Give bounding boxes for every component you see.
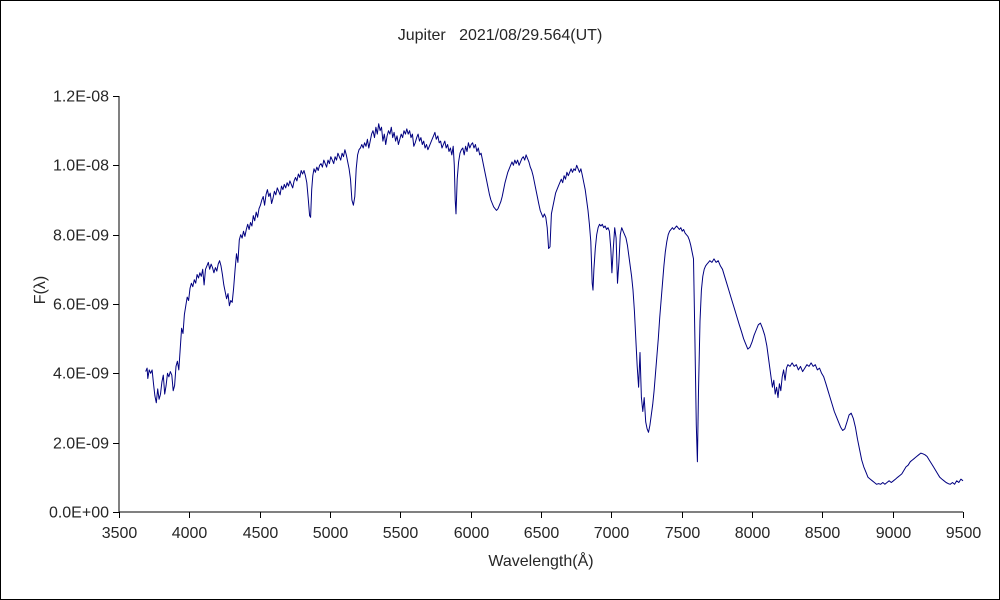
x-tick-label: 9500 — [946, 525, 982, 542]
y-tick-label: 6.0E-09 — [53, 297, 109, 314]
x-tick-label: 5500 — [383, 525, 419, 542]
x-tick-label: 4000 — [172, 525, 208, 542]
chart-title: Jupiter 2021/08/29.564(UT) — [397, 27, 603, 44]
x-tick-label: 6000 — [454, 525, 490, 542]
x-axis-title: Wavelength(Å) — [488, 553, 594, 570]
x-tick-label: 5000 — [313, 525, 349, 542]
x-tick-label: 6500 — [524, 525, 560, 542]
x-tick-label: 9000 — [876, 525, 912, 542]
x-tick-label: 7000 — [594, 525, 630, 542]
spectrum-line — [145, 123, 964, 485]
x-tick-label: 3500 — [102, 525, 138, 542]
y-tick-label: 1.2E-08 — [53, 89, 109, 106]
y-tick-label: 8.0E-09 — [53, 228, 109, 245]
y-tick-label: 2.0E-09 — [53, 436, 109, 453]
x-tick-label: 8000 — [735, 525, 771, 542]
x-tick-label: 4500 — [243, 525, 279, 542]
y-tick-label: 1.0E-08 — [53, 158, 109, 175]
y-tick-label: 0.0E+00 — [49, 505, 109, 522]
x-tick-label: 8500 — [805, 525, 841, 542]
x-tick-label: 7500 — [665, 525, 701, 542]
y-tick-label: 4.0E-09 — [53, 366, 109, 383]
